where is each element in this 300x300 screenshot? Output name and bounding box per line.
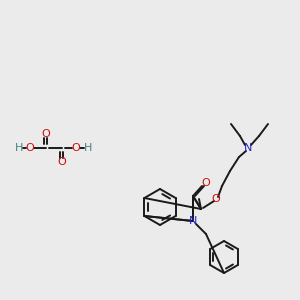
Text: O: O (72, 143, 80, 153)
Text: H: H (84, 143, 92, 153)
Text: O: O (26, 143, 34, 153)
Text: O: O (58, 157, 66, 167)
Text: O: O (202, 178, 210, 188)
Text: O: O (212, 194, 220, 204)
Text: N: N (244, 143, 252, 153)
Text: N: N (189, 216, 197, 226)
Text: O: O (42, 129, 50, 139)
Text: H: H (15, 143, 23, 153)
